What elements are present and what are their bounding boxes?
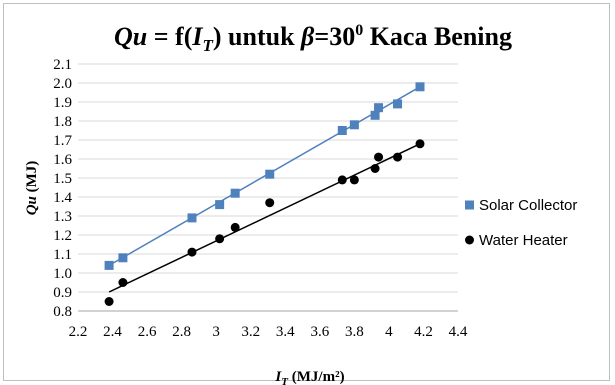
point-solar-collector: [215, 200, 225, 210]
x-tick-label: 2.4: [103, 324, 122, 340]
y-tick-label: 1.3: [53, 209, 72, 225]
point-solar-collector: [393, 99, 403, 109]
y-tick-label: 2.1: [53, 57, 72, 73]
point-water-heater: [349, 175, 359, 185]
y-tick-label: 0.9: [53, 285, 72, 301]
y-tick-label: 1.0: [53, 266, 72, 282]
point-solar-collector: [349, 120, 359, 130]
x-tick-label: 3: [212, 324, 220, 340]
y-axis-title: Qu (MJ): [24, 161, 40, 216]
point-solar-collector: [337, 126, 347, 135]
point-solar-collector: [370, 110, 380, 120]
legend-marker-water-heater: [465, 235, 474, 245]
legend-label-solar-collector: Solar Collector: [479, 197, 577, 214]
x-tick-label: 2.2: [69, 324, 88, 340]
chart-frame: [3, 3, 610, 381]
x-tick-label: 2.8: [172, 324, 191, 340]
x-tick-label: 3.2: [241, 324, 260, 340]
x-axis-title: IT (MJ/m²): [274, 369, 344, 385]
y-tick-label: 1.7: [53, 133, 72, 149]
x-tick-label: 4.4: [449, 324, 468, 340]
x-tick-label: 4.2: [414, 324, 433, 340]
chart-title: Qu = f(IT) untuk β=300 Kaca Bening: [114, 22, 512, 55]
point-solar-collector: [104, 260, 114, 270]
y-tick-label: 2.0: [53, 76, 72, 92]
point-water-heater: [337, 175, 347, 185]
x-tick-label: 3.8: [345, 324, 364, 340]
point-water-heater: [415, 139, 425, 149]
plot-area: 0.8 0.9 1.0 1.1 1.2 1.3 1.4 1.5 1.6 1.7 1.8 1.9 2.0 2…: [53, 57, 577, 340]
legend-marker-solar-collector: [465, 200, 474, 210]
point-solar-collector: [415, 82, 425, 92]
point-water-heater: [265, 198, 275, 208]
legend-label-water-heater: Water Heater: [479, 232, 568, 249]
x-tick-label: 3.6: [310, 324, 329, 340]
point-water-heater: [393, 152, 403, 162]
y-tick-label: 1.9: [53, 95, 72, 111]
y-tick-label: 1.2: [53, 228, 72, 244]
trendline-solar-collector: [108, 86, 421, 267]
y-tick-label: 1.1: [53, 247, 72, 263]
point-solar-collector: [230, 188, 240, 198]
point-solar-collector: [118, 253, 128, 263]
point-solar-collector: [374, 103, 384, 113]
point-water-heater: [187, 247, 197, 257]
y-tick-label: 1.4: [53, 190, 72, 206]
point-water-heater: [104, 297, 114, 306]
y-tick-label: 1.5: [53, 171, 72, 187]
x-tick-label: 2.6: [138, 324, 157, 340]
y-tick-label: 1.8: [53, 114, 72, 130]
y-tick-label: 1.6: [53, 152, 72, 168]
point-water-heater: [118, 278, 128, 287]
point-water-heater: [230, 222, 240, 232]
y-tick-label: 0.8: [53, 304, 72, 320]
point-solar-collector: [265, 169, 275, 179]
trendline-water-heater: [108, 143, 421, 293]
x-tick-label: 3.4: [276, 324, 295, 340]
point-water-heater: [374, 152, 384, 162]
point-water-heater: [215, 234, 225, 244]
point-solar-collector: [187, 213, 197, 223]
point-water-heater: [370, 164, 380, 173]
x-tick-label: 4: [385, 324, 393, 340]
